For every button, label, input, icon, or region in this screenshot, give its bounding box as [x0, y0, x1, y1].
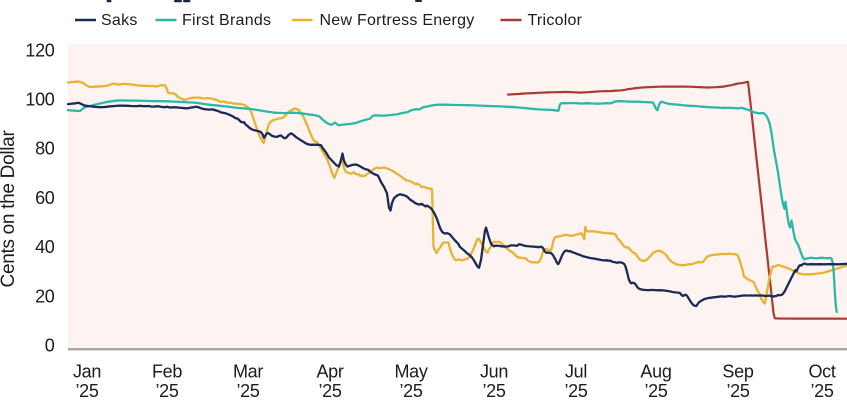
- svg-text:’25: ’25: [644, 381, 667, 401]
- svg-text:’25: ’25: [75, 381, 98, 401]
- svg-text:’25: ’25: [236, 381, 259, 401]
- svg-text:Sep: Sep: [722, 362, 753, 382]
- svg-text:Jul: Jul: [565, 362, 587, 382]
- svg-text:Tricolor: Tricolor: [528, 12, 583, 29]
- svg-text:First Brands: First Brands: [182, 12, 271, 29]
- svg-text:May: May: [394, 362, 427, 382]
- svg-text:80: 80: [35, 139, 55, 159]
- svg-text:100: 100: [25, 90, 54, 110]
- svg-text:20: 20: [35, 286, 55, 306]
- svg-text:60: 60: [35, 188, 55, 208]
- svg-text:Aug: Aug: [640, 362, 671, 382]
- svg-text:Cents on the Dollar: Cents on the Dollar: [0, 130, 19, 288]
- svg-text:Mar: Mar: [233, 362, 263, 382]
- svg-text:’25: ’25: [726, 381, 749, 401]
- svg-text:’25: ’25: [482, 381, 505, 401]
- svg-text:Saks: Saks: [101, 12, 138, 29]
- svg-text:’25: ’25: [564, 381, 587, 401]
- svg-text:Jun: Jun: [480, 362, 508, 382]
- svg-text:’25: ’25: [810, 381, 833, 401]
- svg-text:’25: ’25: [155, 381, 178, 401]
- svg-text:40: 40: [35, 237, 55, 257]
- svg-text:Feb: Feb: [152, 362, 182, 382]
- svg-text:New Fortress Energy: New Fortress Energy: [320, 12, 475, 29]
- svg-text:’25: ’25: [399, 381, 422, 401]
- svg-text:0: 0: [45, 336, 55, 356]
- svg-text:’25: ’25: [318, 381, 341, 401]
- svg-text:120: 120: [25, 40, 54, 60]
- svg-text:Oct: Oct: [808, 362, 835, 382]
- svg-text:Jan: Jan: [73, 362, 101, 382]
- svg-text:Apr: Apr: [316, 362, 343, 382]
